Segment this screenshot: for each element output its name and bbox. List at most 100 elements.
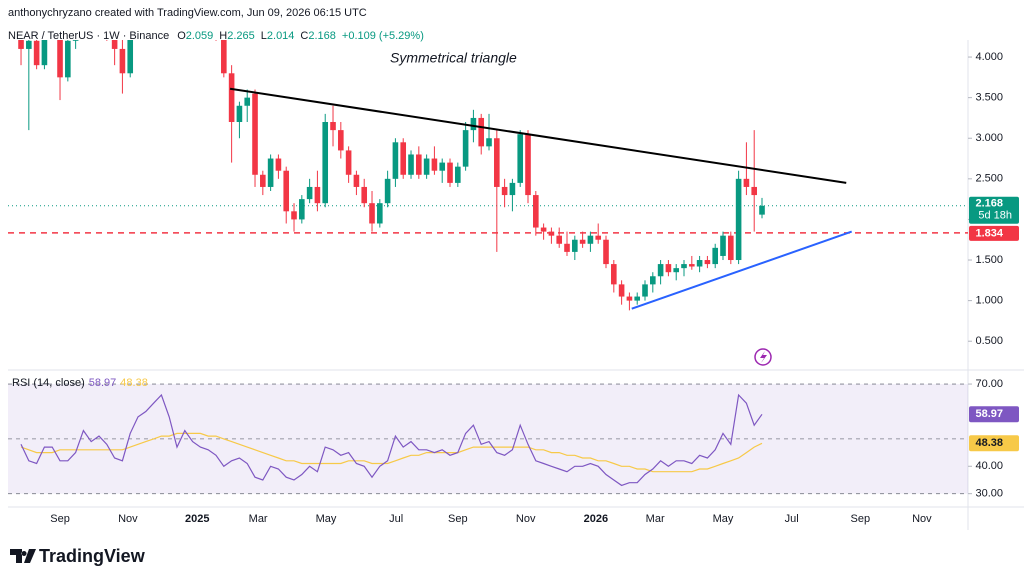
candle-body	[751, 186, 758, 196]
candle-body	[509, 182, 516, 196]
symbol: NEAR / TetherUS · 1W · Binance	[8, 30, 169, 42]
candle-body	[260, 174, 266, 187]
candle-body	[642, 284, 648, 297]
candle-body	[299, 199, 305, 220]
trendline	[229, 87, 847, 184]
legend-key: O	[177, 30, 186, 42]
candle-body	[236, 105, 243, 122]
rsi-tick-label: 70.00	[975, 378, 1003, 390]
legend-value: 2.265	[227, 30, 255, 42]
candle-body	[462, 130, 469, 167]
candle-body	[244, 97, 251, 106]
x-tick-label: Jul	[389, 513, 403, 525]
y-tick-label: 4.000	[975, 51, 1003, 63]
logo-mark	[10, 549, 36, 563]
legend: NEAR / TetherUS · 1W · Binance O2.059 H2.2…	[8, 30, 424, 42]
level-tag	[969, 225, 1019, 241]
logo: TradingView	[10, 546, 146, 566]
candle-body	[564, 243, 570, 252]
x-tick-label: Sep	[50, 513, 70, 525]
candle-body	[330, 122, 336, 131]
rsi-legend: RSI (14, close) 58.97 48.38	[12, 377, 148, 389]
rsi-value-tag	[969, 406, 1019, 423]
candle-body	[119, 48, 126, 74]
candle-body	[587, 235, 594, 244]
y-tick-label: 3.000	[975, 132, 1003, 144]
level-label: 1.834	[975, 227, 1003, 239]
candle-body	[470, 117, 477, 131]
candle-body	[377, 203, 383, 224]
candle-body	[338, 130, 344, 151]
candle-body	[611, 264, 617, 285]
candle-body	[533, 195, 539, 228]
candle-body	[673, 268, 680, 273]
candle-body	[33, 40, 40, 66]
header: anthonychryzano created with TradingView…	[8, 7, 367, 19]
logo-text: TradingView	[39, 546, 146, 566]
candle-body	[486, 138, 492, 147]
candle-body	[501, 186, 508, 196]
candle-body	[704, 260, 711, 265]
candle-body	[548, 231, 555, 236]
rsi-value-tag	[969, 435, 1019, 452]
rsi-line	[20, 393, 763, 487]
y-tick-label: 3.500	[975, 92, 1003, 104]
event-icon[interactable]	[754, 348, 772, 366]
y-tick-label: 0.500	[975, 335, 1003, 347]
x-tick-label: Sep	[850, 513, 870, 525]
candle-body	[720, 235, 726, 256]
candle-body	[408, 154, 414, 175]
candle-body	[540, 227, 547, 232]
x-tick-label: 2026	[584, 513, 608, 525]
candle-body	[556, 235, 563, 244]
candle-body	[478, 117, 485, 147]
price-pane	[8, 40, 968, 311]
candle-body	[689, 264, 695, 267]
x-tick-label: Sep	[448, 513, 468, 525]
candle-body	[65, 40, 71, 78]
candle-body	[650, 276, 656, 285]
candle-body	[228, 73, 235, 122]
axes: 4.0003.5003.0002.5002.0001.5001.0000.500…	[50, 51, 1019, 525]
candle-body	[72, 40, 79, 41]
candle-body	[314, 186, 321, 204]
legend-value: 2.168	[308, 30, 336, 42]
x-tick-label: Mar	[646, 513, 665, 525]
trendline	[631, 230, 853, 310]
candle-body	[18, 40, 24, 49]
candle-body	[439, 162, 446, 171]
candle-body	[743, 178, 750, 187]
legend-value: 2.059	[186, 30, 214, 42]
candle-body	[361, 186, 368, 204]
legend-value: 2.014	[267, 30, 295, 42]
candle-body	[696, 260, 703, 267]
legend-change: +0.109 (+5.29%)	[342, 30, 424, 42]
x-tick-label: Mar	[249, 513, 268, 525]
candle-body	[400, 142, 407, 175]
candle-body	[127, 40, 134, 74]
rsi-value-label: 48.38	[975, 437, 1003, 449]
candle-body	[735, 178, 742, 261]
y-tick-label: 1.000	[975, 295, 1003, 307]
candle-body	[665, 264, 672, 273]
candle-body	[657, 264, 664, 277]
candle-body	[267, 158, 274, 187]
rsi-line	[20, 432, 763, 473]
rsi-legend-value: 58.97	[89, 377, 117, 389]
x-tick-label: Jul	[785, 513, 799, 525]
candle-body	[603, 239, 609, 265]
last-price-tag	[969, 196, 1019, 224]
candle-body	[712, 247, 719, 265]
candle-body	[634, 296, 641, 301]
candle-body	[392, 142, 399, 179]
x-tick-label: Nov	[912, 513, 932, 525]
candle-body	[416, 154, 422, 175]
candle-body	[572, 239, 578, 252]
candle-body	[728, 235, 734, 261]
candle-body	[41, 40, 48, 66]
candle-body	[57, 40, 63, 78]
candle-body	[423, 158, 430, 175]
rsi-value-label: 58.97	[975, 408, 1003, 420]
x-tick-label: Nov	[516, 513, 536, 525]
